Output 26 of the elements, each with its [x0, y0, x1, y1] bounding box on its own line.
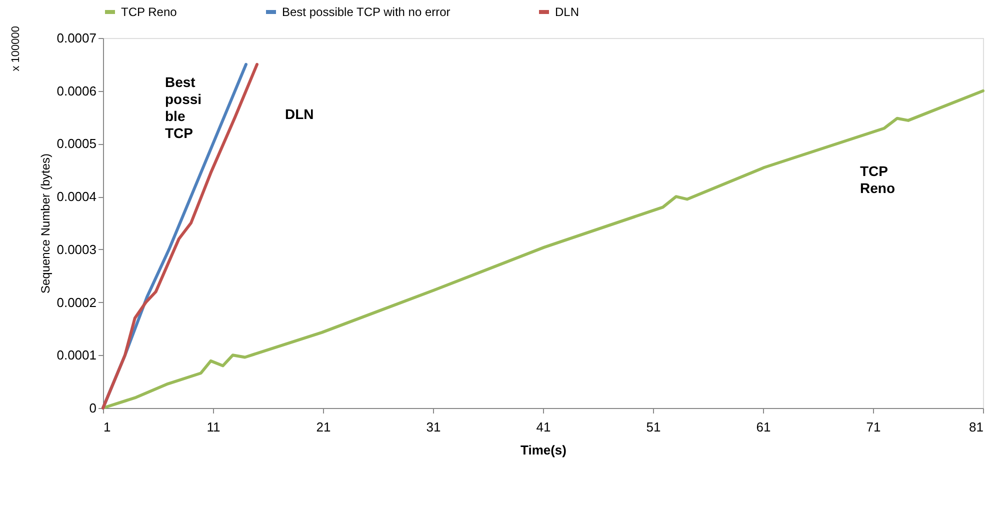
y-tick-label: 0.0002 — [56, 294, 96, 310]
x-tick-label: 81 — [969, 420, 984, 434]
x-tick-label: 71 — [866, 420, 881, 434]
y-tick-label: 0 — [89, 400, 96, 416]
legend-label: TCP Reno — [121, 5, 178, 19]
x-tick-label: 21 — [316, 420, 331, 434]
legend-label: Best possible TCP with no error — [282, 5, 450, 19]
x-tick-label: 11 — [206, 420, 220, 434]
y-tick-label: 0.0003 — [56, 242, 96, 257]
x-tick-label: 51 — [646, 420, 661, 434]
y-tick-label: 0.0006 — [56, 83, 96, 98]
annotation: DLN — [285, 106, 314, 122]
y-axis-title: Sequence Number (bytes) — [38, 153, 53, 294]
y-tick-label: 0.0005 — [56, 136, 96, 152]
y-tick-label: 0.0001 — [56, 348, 96, 363]
annotation: TCP Reno — [860, 163, 895, 196]
text: x 100000 — [10, 26, 22, 72]
annotation: Best possi ble TCP — [165, 74, 202, 141]
y-tick-label: 0.0007 — [56, 30, 96, 46]
x-axis-title: Time(s) — [520, 442, 566, 458]
legend-label: DLN — [555, 5, 580, 19]
x-tick-label: 1 — [104, 420, 111, 434]
y-tick-label: 0.0004 — [56, 189, 96, 204]
x-tick-label: 41 — [536, 420, 551, 434]
x-tick-label: 61 — [756, 420, 771, 434]
x-tick-label: 31 — [426, 420, 441, 434]
